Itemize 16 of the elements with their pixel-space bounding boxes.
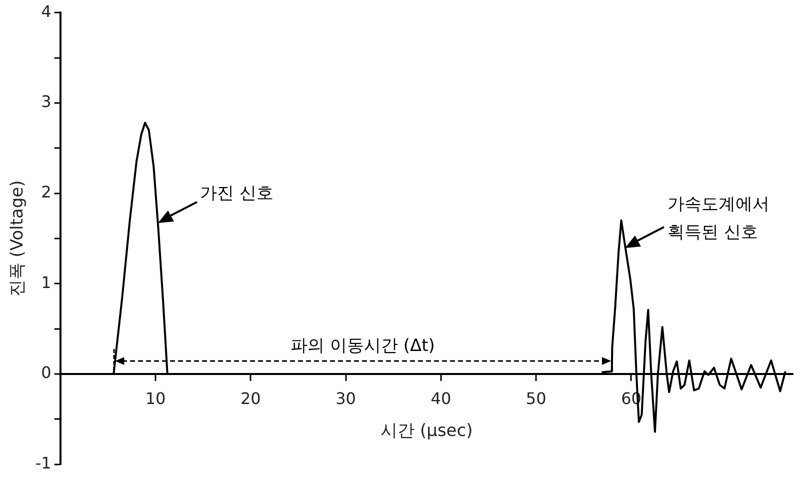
annotation: 가속도계에서 획득된 신호 [667, 194, 770, 242]
x-tick-label: 40 [430, 388, 452, 408]
y-tick-label: 4 [41, 2, 52, 21]
x-tick-label: 20 [240, 388, 261, 408]
x-axis-title: 시간 (μsec) [380, 420, 473, 441]
y-tick-label: 2 [41, 182, 52, 202]
y-tick-label: 3 [41, 92, 52, 112]
y-tick-label: 0 [41, 363, 52, 382]
y-tick-label: 1 [41, 272, 52, 292]
y-axis-title: 진폭 (Voltage) [8, 180, 28, 297]
x-tick-label: 10 [145, 388, 166, 408]
y-tick-label: -1 [35, 454, 52, 473]
annotation: 파의 이동시간 (Δt) [290, 336, 435, 356]
annotation: 가진 신호 [200, 184, 274, 204]
x-tick-label: 50 [526, 388, 546, 408]
x-tick-label: 30 [336, 388, 356, 408]
